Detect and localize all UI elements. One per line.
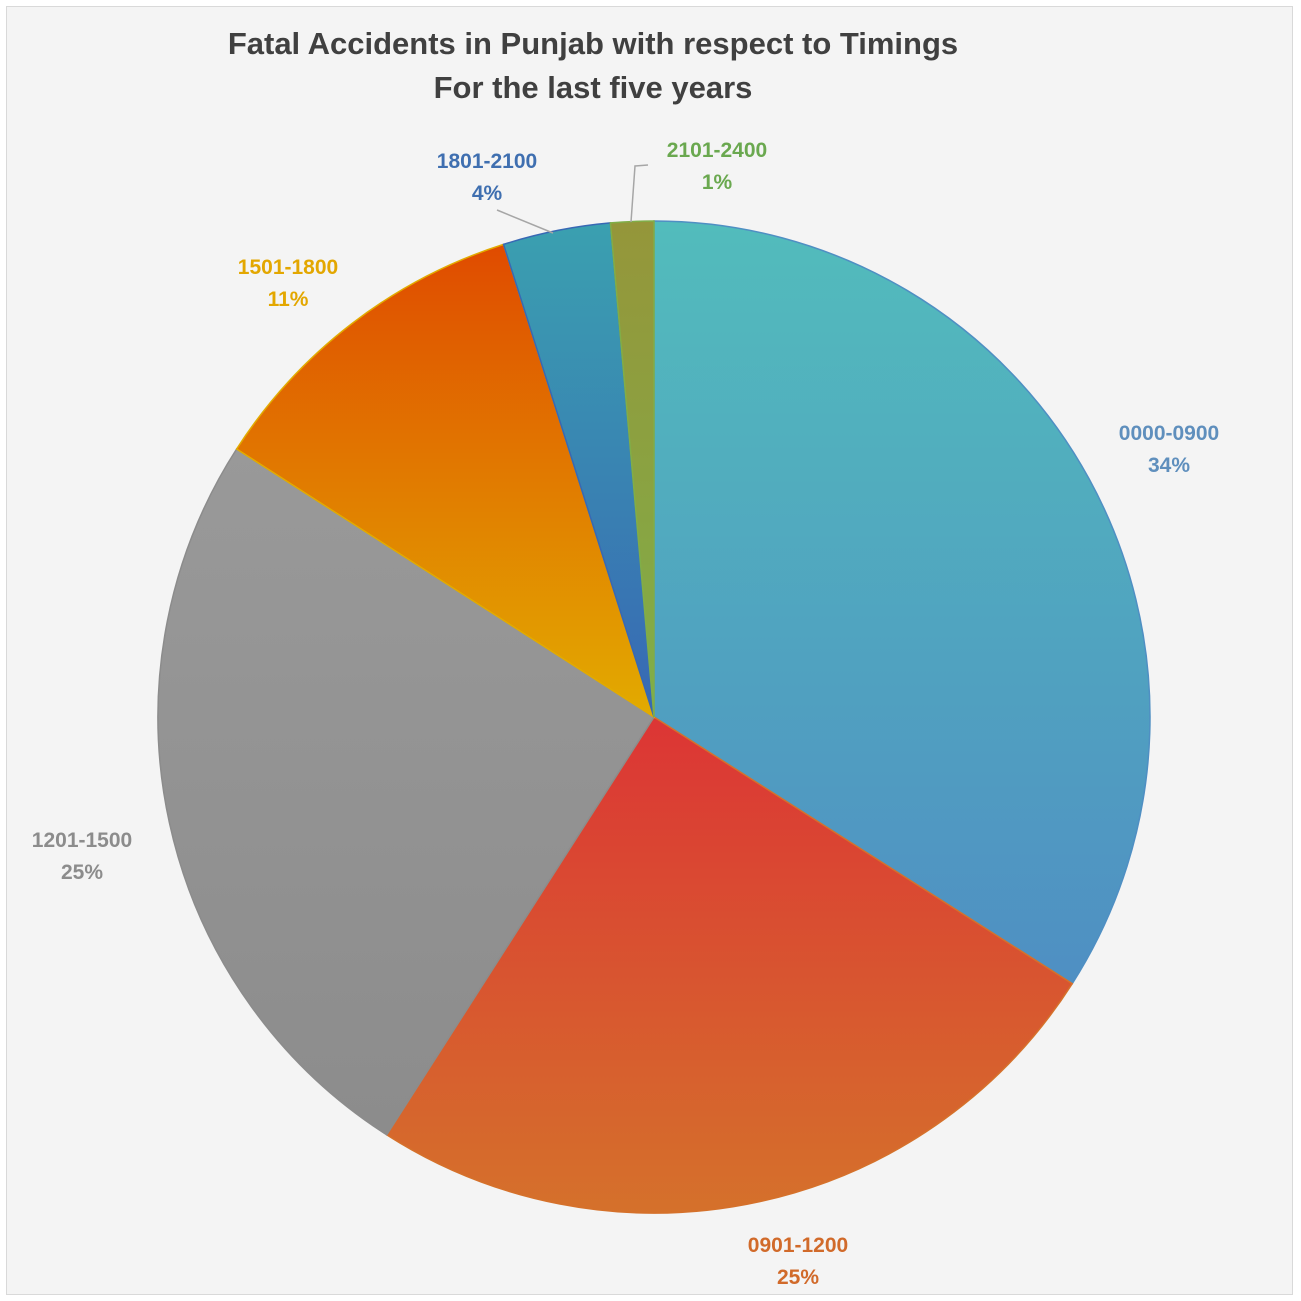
pie-slices — [157, 220, 1151, 1214]
slice-label-category: 1201-1500 — [32, 829, 132, 852]
leader-line — [496, 209, 554, 234]
slice-label-category: 1501-1800 — [238, 256, 338, 279]
slice-label-percent: 4% — [472, 182, 503, 205]
slice-label-category: 2101-2400 — [667, 139, 767, 162]
pie-slice-1201-1500 — [157, 447, 656, 1136]
chart-title: Fatal Accidents in Punjab with respect t… — [228, 26, 958, 61]
pie-slice-1501-1800 — [235, 243, 656, 719]
slice-label-category: 1801-2100 — [437, 150, 537, 173]
pie-slice-2101-2400 — [609, 220, 655, 718]
slice-label-percent: 25% — [777, 1266, 819, 1289]
slice-label-percent: 11% — [268, 288, 309, 311]
chart-subtitle: For the last five years — [434, 70, 753, 105]
pie-slice-0901-1200 — [385, 715, 1074, 1214]
slice-label-percent: 1% — [702, 171, 733, 194]
slice-label-percent: 34% — [1148, 454, 1190, 477]
pie-slice-0000-0900 — [653, 220, 1151, 985]
slice-label-percent: 25% — [61, 861, 103, 884]
slice-labels: 0000-0900 34% 0901-1200 25% 1201-1500 25% 1501… — [32, 139, 1219, 1289]
slice-label-category: 0901-1200 — [748, 1234, 848, 1257]
leader-lines — [496, 164, 649, 234]
leader-line — [630, 164, 649, 223]
slice-label-category: 0000-0900 — [1119, 422, 1219, 445]
